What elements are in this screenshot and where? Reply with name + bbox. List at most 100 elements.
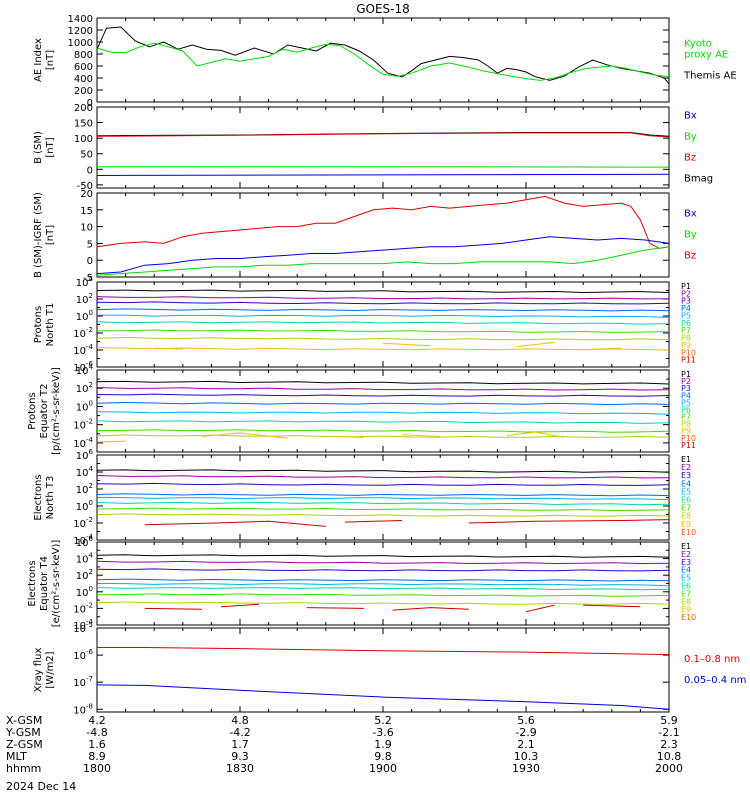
ephemeris-value-hhmm: 1900 — [369, 762, 397, 775]
channel-label-P1: P1 — [681, 370, 691, 379]
series-segment-p9 — [154, 347, 183, 350]
channel-label-P11: P11 — [681, 356, 696, 365]
channel-line-E1 — [96, 554, 670, 558]
y-tick-label: 20 — [80, 189, 93, 200]
channel-label-E6: E6 — [681, 496, 691, 505]
y-tick-label: 1400 — [68, 14, 93, 25]
y-tick-label: 10 — [80, 223, 93, 234]
y-tick-label: 106 — [76, 535, 94, 549]
chart-title: GOES-18 — [356, 2, 410, 16]
y-tick-label: 10-2 — [73, 326, 93, 340]
y-tick-label: 10-7 — [73, 675, 93, 689]
channel-label-E4: E4 — [681, 479, 691, 488]
ephemeris-value-mlt: 10.8 — [657, 750, 682, 763]
y-tick-label: 104 — [76, 275, 94, 289]
legend-entry: 0.05–0.4 nm — [684, 675, 746, 686]
panel-7: 10-4 10-2 100 102 104 106 Electrons Equator T4[… — [27, 535, 696, 632]
channel-line-P1 — [96, 289, 670, 294]
series-line-0-1-0-8-nm — [97, 647, 670, 656]
y-tick-label: 10-4 — [73, 533, 93, 547]
y-axis-label: North T3 — [45, 476, 56, 520]
y-axis-label: [W/m2] — [45, 651, 56, 688]
channel-label-P2: P2 — [681, 377, 691, 386]
channel-line-E4 — [96, 493, 670, 497]
ephemeris-value-x: 5.2 — [374, 714, 392, 727]
channel-label-P5: P5 — [681, 311, 691, 320]
y-tick-label: 5 — [87, 239, 93, 250]
ephemeris-value-x: 5.6 — [517, 714, 535, 727]
y-axis-label: B (SM)-IGRF (SM) — [33, 192, 44, 278]
ephemeris-row-label: Z-GSM — [6, 738, 43, 751]
ephemeris-value-x: 4.8 — [231, 714, 249, 727]
series-segment-e9 — [468, 519, 670, 524]
channel-label-P4: P4 — [681, 304, 691, 313]
legend-entry: Themis AE — [683, 70, 737, 81]
y-tick-label: 150 — [74, 119, 93, 130]
channel-line-P2 — [96, 296, 670, 300]
panel-8: 10-8 10-7 10-6 10-5 Xray flux [W/m2] 0.1–0.8 n… — [33, 621, 746, 716]
y-tick-label: 102 — [76, 381, 93, 395]
channel-label-P5: P5 — [681, 398, 691, 407]
series-line-bz — [96, 132, 670, 138]
series-segment-e9 — [392, 607, 469, 611]
channel-line-E1 — [96, 469, 670, 473]
channel-line-P5 — [96, 411, 670, 415]
channel-line-E6 — [96, 501, 670, 506]
channel-label-P8: P8 — [681, 334, 691, 343]
series-line-themis-ae — [96, 26, 670, 85]
channel-line-E7 — [96, 507, 670, 512]
channel-line-E2 — [96, 475, 670, 479]
channel-label-P10: P10 — [681, 348, 696, 357]
legend-entry: Bz — [684, 152, 696, 163]
y-axis-label: B (SM) — [33, 131, 44, 164]
y-axis-label: Protons — [27, 392, 38, 429]
legend-entry: Kyoto — [684, 39, 712, 50]
y-axis-label: Equator T4 — [39, 556, 50, 611]
channel-label-P8: P8 — [681, 420, 691, 429]
y-axis-label: Electrons — [33, 474, 44, 520]
legend-entry: Bx — [684, 111, 697, 122]
channel-label-E5: E5 — [681, 574, 691, 583]
series-segment-p9 — [506, 431, 565, 438]
channel-line-P3 — [96, 393, 670, 397]
y-tick-label: 0 — [87, 98, 93, 109]
series-line-bx — [96, 236, 670, 275]
y-tick-label: -5 — [83, 273, 93, 284]
y-tick-label: 100 — [76, 399, 93, 413]
ephemeris-value-x: 4.2 — [88, 714, 106, 727]
ephemeris-value-z: 2.1 — [517, 738, 535, 751]
y-tick-label: 1200 — [68, 26, 93, 37]
series-line-by — [96, 246, 670, 276]
series-segment-e9 — [344, 520, 403, 523]
panel-frame — [96, 106, 670, 189]
channel-line-P5 — [96, 314, 670, 318]
ephemeris-row-label: Y-GSM — [5, 726, 41, 739]
y-tick-label: 10-6 — [73, 648, 93, 662]
ephemeris-value-mlt: 10.3 — [514, 750, 539, 763]
channel-label-E1: E1 — [681, 455, 691, 464]
ephemeris-value-hhmm: 1800 — [83, 762, 111, 775]
legend-entry: By — [684, 132, 697, 143]
series-segment-p9 — [335, 436, 364, 438]
series-segment-e9 — [525, 604, 555, 613]
channel-line-E7 — [96, 593, 670, 597]
channel-line-E3 — [96, 568, 670, 572]
channel-label-P11: P11 — [681, 441, 696, 450]
date-label: 2024 Dec 14 — [6, 780, 76, 793]
channel-line-P1 — [96, 380, 670, 385]
legend-entry: Bx — [684, 209, 697, 220]
y-tick-label: 0 — [87, 165, 93, 176]
y-axis-label: [p/(cm²-s-sr-keV)] — [51, 367, 62, 455]
channel-label-E5: E5 — [681, 487, 691, 496]
y-tick-label: 100 — [76, 585, 93, 599]
ephemeris-value-y: -3.6 — [372, 726, 393, 739]
series-segment-p9 — [402, 434, 441, 437]
channel-line-P4 — [96, 401, 670, 406]
channel-label-P1: P1 — [681, 282, 691, 291]
channel-line-P3 — [96, 301, 670, 305]
y-tick-label: 400 — [74, 74, 93, 85]
channel-line-E8 — [96, 513, 670, 517]
channel-line-P8 — [96, 336, 670, 341]
